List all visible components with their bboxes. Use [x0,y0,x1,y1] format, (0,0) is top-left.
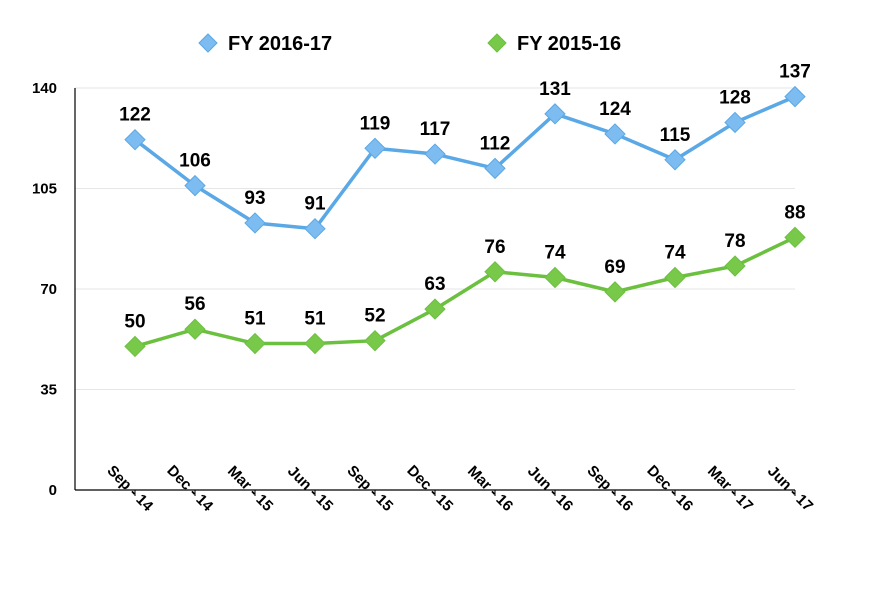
data-label: 88 [784,202,805,223]
data-point [184,318,206,340]
series-line [133,95,796,231]
data-label: 131 [539,79,571,100]
x-tick-label: Mar - 16 [464,463,516,515]
data-point [424,143,446,165]
data-point [124,335,146,358]
data-label: 74 [664,243,686,264]
legend-marker [198,33,218,53]
data-label: 69 [604,257,625,278]
data-label: 106 [179,151,211,172]
data-point [484,157,506,180]
data-label: 74 [544,243,566,264]
x-tick-label: Mar - 15 [224,463,276,515]
data-label: 76 [484,237,505,258]
data-label: 91 [304,194,326,215]
data-point [604,281,626,303]
data-point [304,217,326,240]
data-point [664,149,686,171]
data-label: 112 [480,133,511,154]
data-point [604,123,626,145]
x-tick-label: Sep - 15 [343,462,396,515]
y-axis-ticks: 0 35 70 105 140 [32,80,57,499]
x-tick-label: Dec - 16 [643,462,696,515]
data-label: 122 [119,105,151,126]
data-point [364,137,386,160]
data-point [724,255,746,277]
data-label: 63 [424,274,445,295]
data-label: 52 [364,306,385,327]
series-fy-2016-17: 122 106 93 91 119 117 112 131 124 115 128 137 [119,62,811,240]
legend-item: FY 2016-17 [198,33,332,55]
legend-label: FY 2016-17 [228,33,332,55]
data-point [784,85,806,108]
data-label: 78 [724,231,745,252]
y-tick-label: 70 [40,281,57,298]
y-tick-label: 140 [32,80,57,97]
data-point [544,266,566,289]
x-tick-label: Sep - 16 [583,462,636,515]
data-point [664,266,686,289]
data-point [784,226,806,249]
data-label: 128 [719,87,751,108]
data-point [544,103,566,125]
legend: FY 2016-17 FY 2015-16 [198,33,621,55]
data-label: 137 [779,62,811,83]
data-point [244,212,266,234]
y-tick-label: 35 [40,382,57,399]
data-point [184,174,206,197]
data-point [724,111,746,134]
data-label: 56 [184,294,205,315]
data-label: 50 [124,311,145,332]
x-tick-label: Jun - 15 [284,463,336,515]
data-label: 124 [599,99,631,120]
y-tick-label: 105 [32,181,57,198]
legend-label: FY 2015-16 [517,33,621,55]
series-line [134,235,796,349]
data-point [424,298,446,320]
data-point [484,261,506,283]
x-tick-label: Dec - 14 [163,462,216,515]
data-point [124,128,146,151]
data-label: 51 [244,309,266,330]
data-label: 119 [360,113,391,134]
x-tick-label: Jun - 17 [764,463,816,515]
data-label: 93 [244,188,265,209]
x-tick-label: Mar - 17 [704,463,756,515]
data-label: 115 [660,125,691,146]
legend-marker [487,33,507,53]
series-fy-2015-16: 50 56 51 51 52 63 76 74 69 74 78 88 [124,202,806,358]
x-tick-label: Dec - 15 [403,462,456,515]
y-tick-label: 0 [49,482,57,499]
data-point [364,329,386,352]
x-tick-label: Jun - 16 [524,463,576,515]
data-point [304,332,326,355]
x-axis-ticks: Sep - 14 Dec - 14 Mar - 15 Jun - 15 Sep - 15… [103,462,816,515]
x-tick-label: Sep - 14 [103,462,156,515]
legend-item: FY 2015-16 [487,33,621,55]
data-point [244,332,266,355]
data-label: 117 [420,119,451,140]
series-group: 122 106 93 91 119 117 112 131 124 115 128 137 50 56 51… [119,62,811,358]
data-label: 51 [304,309,326,330]
